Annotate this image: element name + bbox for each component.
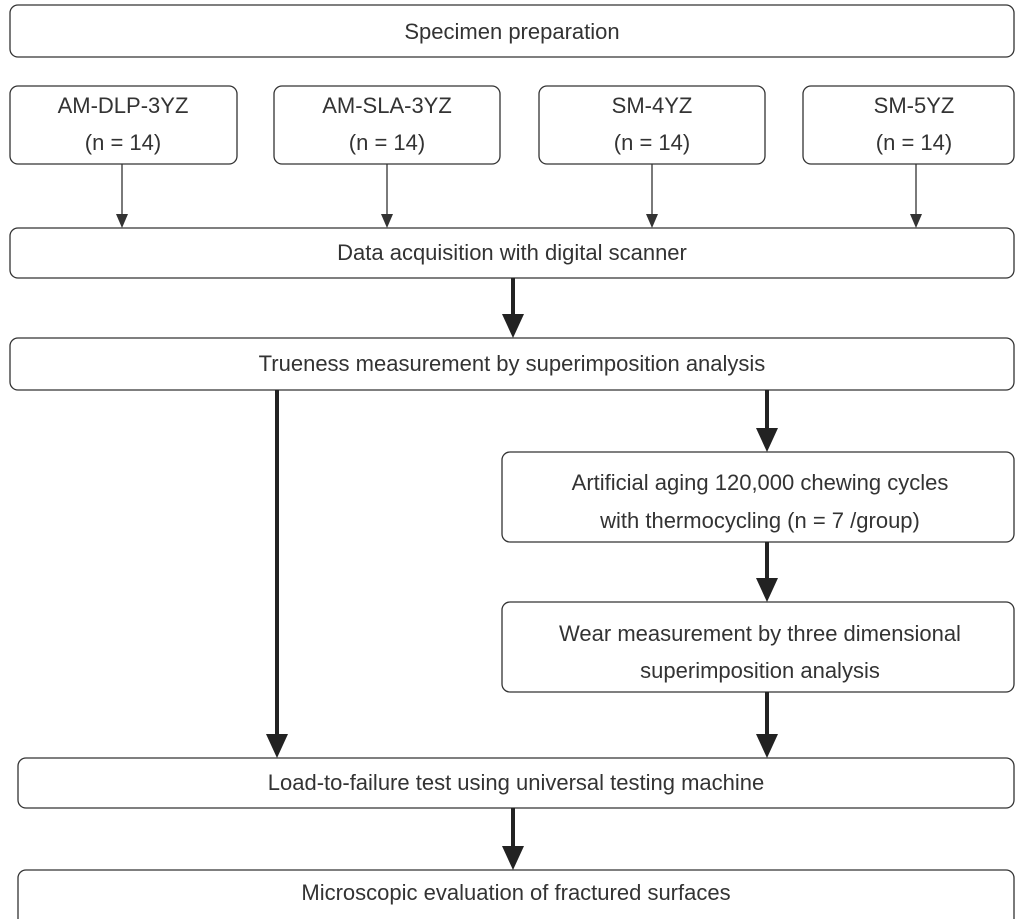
node-label: Microscopic evaluation of fractured surf…	[301, 880, 730, 905]
node-label: SM-5YZ	[874, 93, 955, 118]
box	[501, 451, 1015, 543]
node-label: Wear measurement by three dimensional	[559, 621, 961, 646]
box	[17, 757, 1015, 809]
node-label: (n = 14)	[614, 130, 690, 155]
node-label: Data acquisition with digital scanner	[337, 240, 687, 265]
box	[802, 85, 1015, 165]
node-label: with thermocycling (n = 7 /group)	[599, 508, 920, 533]
node-label: (n = 14)	[85, 130, 161, 155]
thin-arrows	[116, 164, 922, 228]
box	[9, 337, 1015, 391]
box	[9, 4, 1015, 58]
node-label: Artificial aging 120,000 chewing cycles	[572, 470, 949, 495]
node-label: (n = 14)	[349, 130, 425, 155]
thick-arrows	[266, 278, 778, 870]
node-label: SM-4YZ	[612, 93, 693, 118]
node-label: superimposition analysis	[640, 658, 880, 683]
node-label: Specimen preparation	[404, 19, 619, 44]
node-label: Trueness measurement by superimposition …	[259, 351, 766, 376]
node-label: (n = 14)	[876, 130, 952, 155]
box	[9, 85, 238, 165]
node-label: AM-SLA-3YZ	[322, 93, 452, 118]
node-label: AM-DLP-3YZ	[58, 93, 189, 118]
box	[17, 869, 1015, 919]
box	[501, 601, 1015, 693]
node-label: Load-to-failure test using universal tes…	[268, 770, 765, 795]
